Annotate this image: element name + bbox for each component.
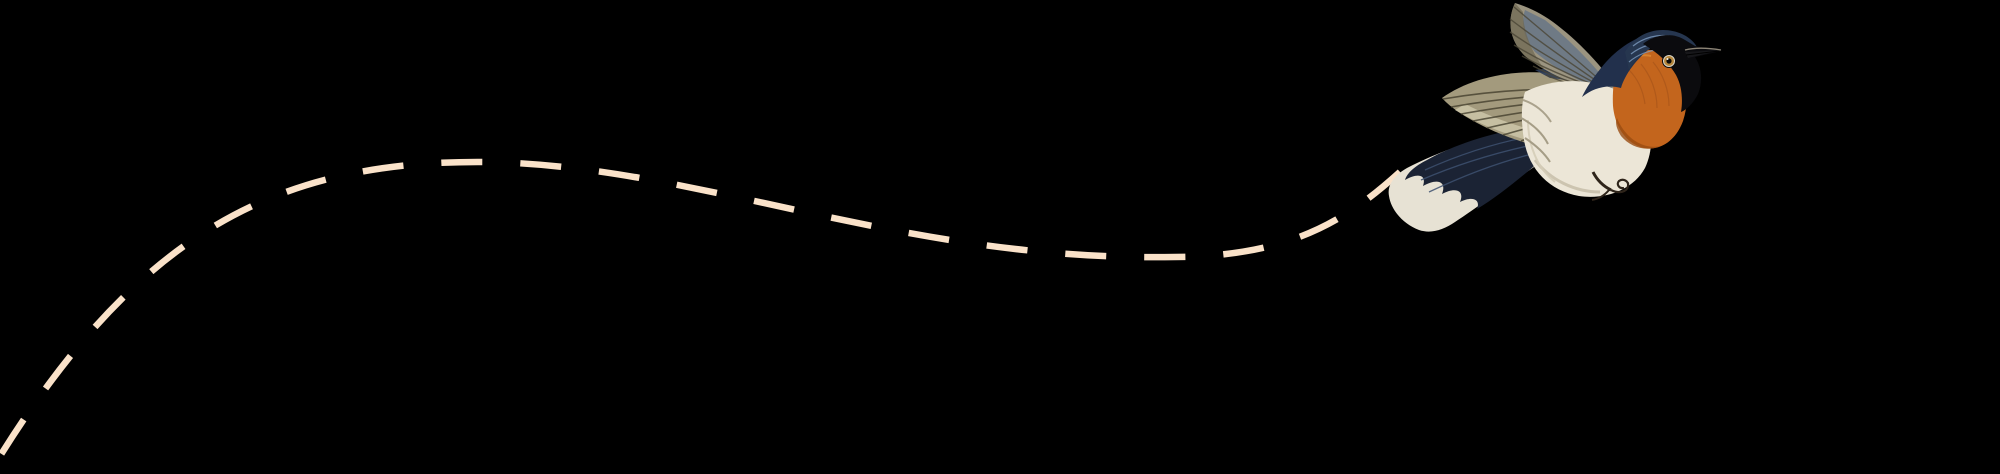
shade-line [1527, 119, 1556, 183]
wing-upper-leading-edge [1510, 3, 1545, 70]
foot-toe [1591, 189, 1610, 201]
foot-claw-curl [1610, 178, 1630, 194]
eye-glint [1666, 58, 1669, 60]
foot-leg [1591, 171, 1612, 192]
covert-line [1524, 137, 1551, 163]
bird-eye [1662, 54, 1676, 68]
wing-upper-blue-sheen [1523, 10, 1617, 94]
beak-highlight [1684, 47, 1722, 51]
flight-path [0, 158, 1405, 463]
breast-dark-edge [1616, 118, 1661, 149]
streak-line [1628, 69, 1646, 105]
eye-outline [1662, 54, 1676, 68]
wing-lower-navy-shoulder [1535, 68, 1604, 98]
streak-line [1652, 61, 1670, 107]
breast-streaks [1628, 61, 1670, 109]
streak-line [1640, 63, 1658, 109]
beak-mouth-line [1685, 50, 1720, 56]
belly-shading [1520, 99, 1601, 194]
breast-orange [1612, 49, 1687, 149]
flight-path-group [0, 158, 1405, 463]
swallow-illustration [1388, 3, 1722, 232]
bird-beak [1684, 47, 1722, 58]
bird-foot [1591, 171, 1630, 201]
covert-line [1522, 99, 1552, 123]
covert-line [1520, 117, 1549, 145]
